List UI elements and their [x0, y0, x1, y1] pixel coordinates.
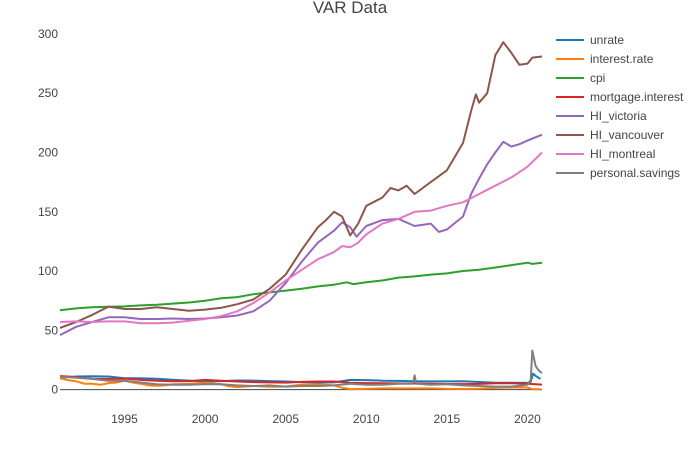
- y-tick-label: 50: [45, 323, 59, 337]
- legend-item[interactable]: interest.rate: [556, 52, 654, 66]
- legend-label: unrate: [590, 33, 624, 47]
- legend-label: mortgage.interest: [590, 90, 684, 104]
- series-line-mortgage-interest: [59, 375, 543, 386]
- y-tick-label: 250: [38, 86, 58, 100]
- y-tick-label: 150: [38, 205, 58, 219]
- legend-label: personal.savings: [590, 166, 680, 180]
- y-tick-label: 0: [51, 383, 58, 397]
- series-line-cpi: [59, 261, 543, 312]
- legend-label: HI_montreal: [590, 147, 655, 161]
- legend-item[interactable]: unrate: [556, 33, 624, 47]
- legend-item[interactable]: HI_vancouver: [556, 128, 664, 142]
- legend-item[interactable]: HI_victoria: [556, 109, 647, 123]
- x-tick-label: 2015: [434, 412, 461, 426]
- x-tick-label: 2000: [192, 412, 219, 426]
- y-tick-label: 200: [38, 145, 58, 159]
- series-line-hi-vancouver: [59, 41, 543, 329]
- x-tick-label: 1995: [111, 412, 138, 426]
- y-tick-label: 100: [38, 264, 58, 278]
- legend-label: cpi: [590, 71, 605, 85]
- x-tick-label: 2020: [514, 412, 541, 426]
- legend-label: interest.rate: [590, 52, 654, 66]
- legend-item[interactable]: cpi: [556, 71, 605, 85]
- x-tick-label: 2005: [272, 412, 299, 426]
- legend-item[interactable]: personal.savings: [556, 166, 680, 180]
- chart-title: VAR Data: [313, 0, 388, 17]
- x-axis: 1995 2000 2005 2010 2015 2020: [111, 412, 541, 426]
- legend-item[interactable]: HI_montreal: [556, 147, 655, 161]
- legend-item[interactable]: mortgage.interest: [556, 90, 684, 104]
- legend-label: HI_vancouver: [590, 128, 664, 142]
- series-line-personal-savings: [59, 349, 543, 388]
- series-line-hi-montreal: [59, 151, 543, 325]
- legend[interactable]: unrate interest.rate cpi mortgage.interest H…: [556, 33, 684, 180]
- x-tick-label: 2010: [353, 412, 380, 426]
- y-tick-label: 300: [38, 27, 58, 41]
- series-group: [59, 41, 543, 391]
- legend-label: HI_victoria: [590, 109, 647, 123]
- y-axis: 0 50 100 150 200 250 300: [38, 27, 542, 397]
